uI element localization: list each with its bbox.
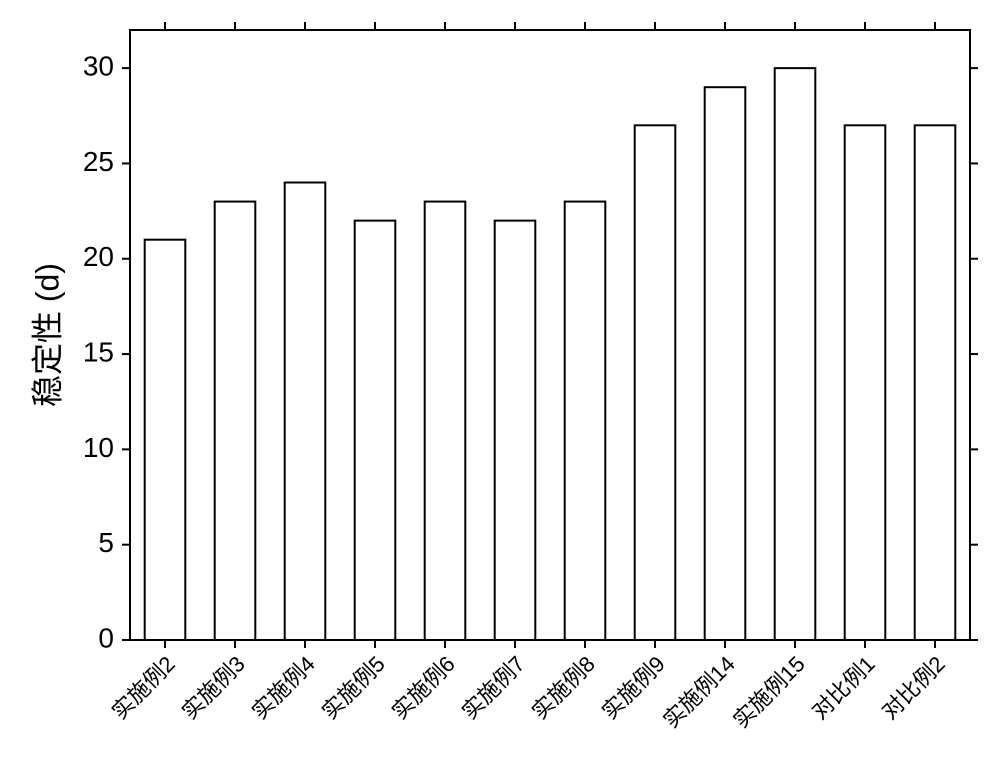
y-axis-label: 稳定性 (d) xyxy=(29,263,65,407)
stability-bar-chart: 051015202530稳定性 (d)实施例2实施例3实施例4实施例5实施例6实… xyxy=(0,0,1000,781)
y-tick-label: 30 xyxy=(83,51,114,82)
bar xyxy=(215,202,256,640)
y-tick-label: 5 xyxy=(98,527,114,558)
bar xyxy=(845,125,886,640)
y-tick-label: 20 xyxy=(83,241,114,272)
bar xyxy=(425,202,466,640)
bar xyxy=(495,221,536,640)
y-tick-label: 25 xyxy=(83,146,114,177)
bar xyxy=(355,221,396,640)
bar xyxy=(705,87,746,640)
chart-svg: 051015202530稳定性 (d)实施例2实施例3实施例4实施例5实施例6实… xyxy=(0,0,1000,781)
bar xyxy=(635,125,676,640)
y-tick-label: 10 xyxy=(83,432,114,463)
bar xyxy=(915,125,956,640)
bar xyxy=(145,240,186,640)
y-tick-label: 0 xyxy=(98,622,114,653)
y-tick-label: 15 xyxy=(83,336,114,367)
bar xyxy=(565,202,606,640)
bar xyxy=(285,183,326,641)
bar xyxy=(775,68,816,640)
